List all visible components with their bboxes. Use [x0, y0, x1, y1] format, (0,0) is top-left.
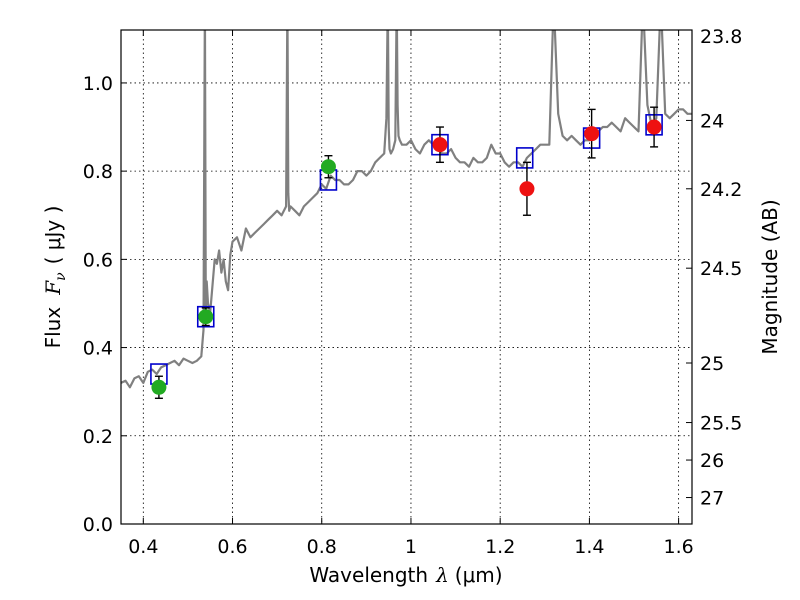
- y-axis-title-text: Flux: [41, 307, 65, 349]
- x-tick-label: 0.8: [307, 536, 337, 558]
- x-tick-label: 0.6: [217, 536, 247, 558]
- y-tick-label: 0.0: [83, 514, 113, 536]
- y-tick-label: 0.6: [83, 249, 113, 271]
- y2-tick-label: 24.5: [700, 258, 742, 280]
- y2-tick-label: 23.8: [700, 26, 742, 48]
- y2-tick-label: 25: [700, 353, 724, 375]
- y2-tick-label: 26: [700, 450, 724, 472]
- x-axis-title-unit: (μm): [455, 563, 503, 587]
- y-tick-label: 0.2: [83, 426, 113, 448]
- y-tick-label: 0.8: [83, 161, 113, 183]
- observed-point: [519, 181, 535, 197]
- x-tick-label: 1: [405, 536, 417, 558]
- model-photometry-square: [515, 147, 534, 169]
- observed-point: [320, 159, 336, 175]
- y2-tick-label: 24: [700, 110, 724, 132]
- plot-frame: [120, 29, 693, 525]
- observed-point: [584, 126, 600, 142]
- axis-ticks: 0.4 0.6 0.8 1 1.2 1.4 1.6 0.0 0.2 0.4 0.6 0.8 1.0 23.…: [83, 26, 743, 558]
- y-axis-title-subscript: ν: [53, 272, 69, 281]
- y-axis-title: Flux Fν ( μJy ): [41, 206, 69, 349]
- x-tick-label: 1.4: [574, 536, 604, 558]
- y2-tick-label: 25.5: [700, 413, 742, 435]
- observed-point: [646, 119, 662, 135]
- x-tick-label: 0.4: [128, 536, 158, 558]
- observed-point: [432, 137, 448, 153]
- x-axis-title-symbol: λ: [435, 563, 449, 587]
- y2-axis-title: Magnitude (AB): [758, 199, 782, 354]
- plot-area: [121, 30, 692, 399]
- y-axis-title-unit: ( μJy ): [41, 206, 65, 265]
- y-tick-label: 0.4: [83, 338, 113, 360]
- model-spectrum-line: [121, 30, 692, 389]
- model-photometry-square: [196, 305, 215, 328]
- y2-tick-label: 24.2: [700, 179, 742, 201]
- observed-point: [198, 309, 214, 325]
- y-tick-label: 1.0: [83, 73, 113, 95]
- observed-point: [151, 379, 167, 395]
- y2-tick-label: 27: [700, 488, 724, 510]
- x-tick-label: 1.6: [664, 536, 694, 558]
- x-axis-title-text: Wavelength: [309, 563, 428, 587]
- x-tick-label: 1.2: [485, 536, 515, 558]
- x-axis-title: Wavelength λ (μm): [309, 563, 502, 587]
- y-axis-title-symbol: F: [41, 280, 65, 296]
